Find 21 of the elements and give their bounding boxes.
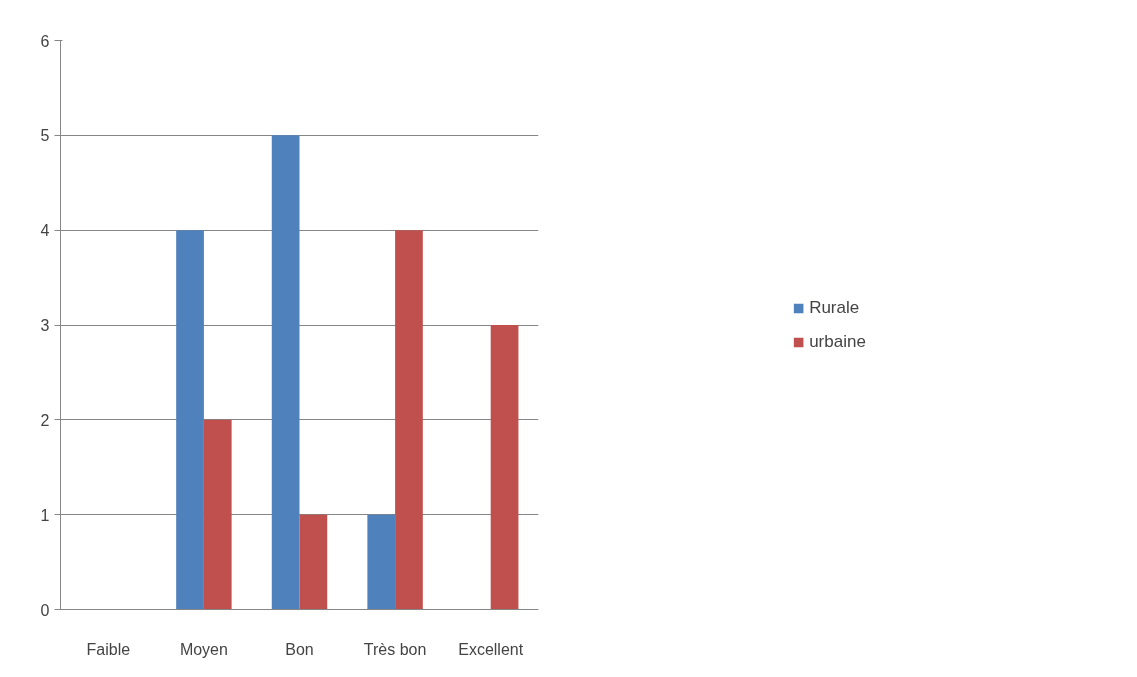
x-tick-label: Moyen: [179, 640, 228, 658]
bar: [176, 230, 204, 610]
y-tick-label: 1: [40, 506, 50, 524]
y-tick-label: 0: [40, 601, 50, 619]
x-tick-label: Faible: [86, 640, 131, 658]
x-tick-label: Excellent: [458, 640, 524, 658]
bar: [490, 325, 519, 610]
bar: [299, 514, 328, 610]
y-tick-label: 4: [40, 222, 50, 240]
bar: [395, 230, 423, 610]
y-tick-label: 3: [40, 317, 50, 334]
legend-label: Rurale: [809, 297, 860, 318]
bar: [271, 135, 300, 610]
legend-label: urbaine: [809, 331, 866, 352]
y-tick-label: 2: [40, 411, 50, 429]
x-tick-label: Très bon: [363, 640, 427, 658]
y-tick-label: 6: [40, 32, 50, 50]
y-tick-label: 5: [40, 127, 50, 145]
bar: [203, 419, 232, 610]
x-tick-label: Bon: [285, 640, 314, 658]
bar: [367, 514, 396, 610]
